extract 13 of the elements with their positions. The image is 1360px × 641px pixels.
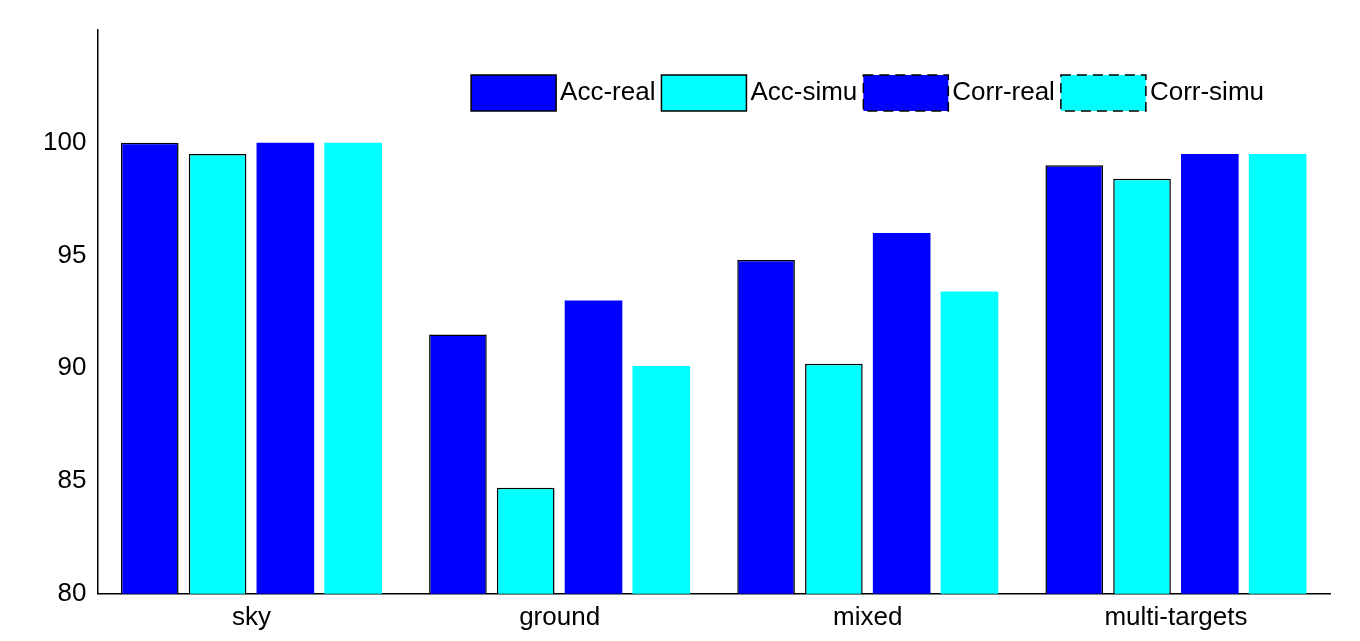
y-tick-label: 80 (57, 576, 87, 607)
legend-label: Acc-real (560, 76, 656, 107)
y-tick-label: 85 (57, 464, 87, 495)
y-tick-label: 90 (57, 351, 87, 382)
y-tick-label: 100 (42, 125, 87, 156)
legend-label: Corr-simu (1149, 76, 1264, 107)
x-tick-label: sky (231, 600, 271, 631)
x-tick-label: mixed (833, 600, 903, 631)
y-tick-label: 95 (57, 238, 87, 269)
x-tick-label: multi-targets (1104, 600, 1248, 631)
legend-label: Corr-real (952, 76, 1055, 107)
legend-label: Acc-simu (750, 76, 858, 107)
x-tick-label: ground (519, 600, 601, 631)
